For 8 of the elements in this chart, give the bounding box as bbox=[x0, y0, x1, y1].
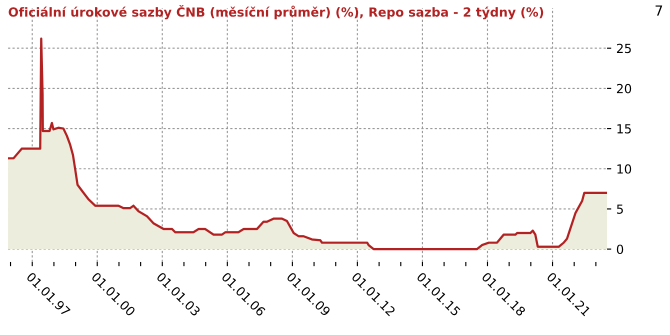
y-tick-label: 15 bbox=[617, 124, 631, 134]
y-tick-label: 0 bbox=[616, 244, 624, 254]
y-tick-label: 10 bbox=[617, 164, 632, 174]
text: 7 bbox=[656, 5, 662, 16]
y-tick-label: 20 bbox=[616, 84, 632, 94]
y-tick-label: 25 bbox=[616, 44, 631, 54]
chart-title: Oficiální úrokové sazby ČNB (měsíční průměr) (%), Repo sazba - 2 týdny (%) bbox=[8, 5, 544, 20]
y-tick-label: 5 bbox=[617, 204, 623, 214]
